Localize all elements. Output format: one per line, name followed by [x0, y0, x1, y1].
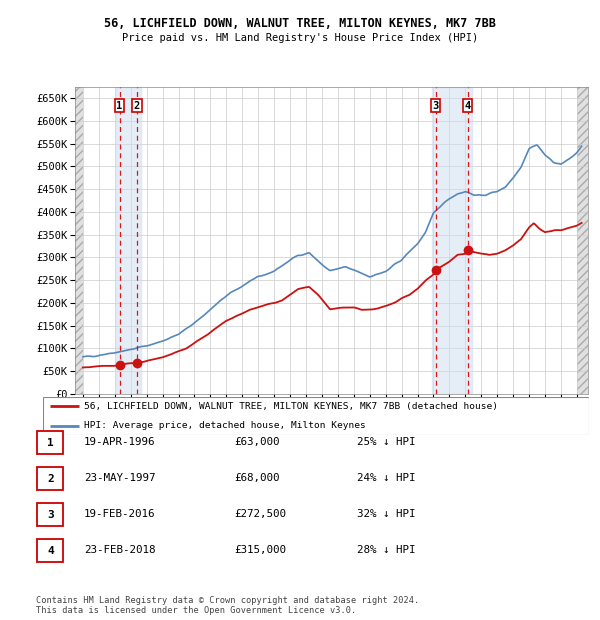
Bar	[116, 87, 141, 394]
FancyBboxPatch shape	[37, 539, 64, 562]
Bar	[75, 87, 83, 394]
FancyBboxPatch shape	[37, 431, 64, 454]
Text: 4: 4	[47, 546, 54, 556]
Text: 56, LICHFIELD DOWN, WALNUT TREE, MILTON KEYNES, MK7 7BB: 56, LICHFIELD DOWN, WALNUT TREE, MILTON …	[104, 17, 496, 30]
FancyBboxPatch shape	[37, 503, 64, 526]
FancyBboxPatch shape	[37, 467, 64, 490]
Text: 19-FEB-2016: 19-FEB-2016	[84, 509, 155, 519]
Bar	[432, 87, 472, 394]
Text: 3: 3	[47, 510, 54, 520]
Text: 56, LICHFIELD DOWN, WALNUT TREE, MILTON KEYNES, MK7 7BB (detached house): 56, LICHFIELD DOWN, WALNUT TREE, MILTON …	[84, 402, 498, 411]
Text: 23-FEB-2018: 23-FEB-2018	[84, 545, 155, 555]
Text: £68,000: £68,000	[234, 473, 280, 483]
Text: 1: 1	[47, 438, 54, 448]
Text: 24% ↓ HPI: 24% ↓ HPI	[357, 473, 415, 483]
Text: Contains HM Land Registry data © Crown copyright and database right 2024.
This d: Contains HM Land Registry data © Crown c…	[36, 596, 419, 615]
Bar	[577, 87, 588, 394]
Text: HPI: Average price, detached house, Milton Keynes: HPI: Average price, detached house, Milt…	[84, 421, 366, 430]
Text: 19-APR-1996: 19-APR-1996	[84, 437, 155, 447]
Text: 1: 1	[116, 100, 123, 110]
Text: Price paid vs. HM Land Registry's House Price Index (HPI): Price paid vs. HM Land Registry's House …	[122, 33, 478, 43]
FancyBboxPatch shape	[43, 397, 589, 435]
Text: 4: 4	[464, 100, 471, 110]
Text: 2: 2	[134, 100, 140, 110]
Text: 32% ↓ HPI: 32% ↓ HPI	[357, 509, 415, 519]
Text: 28% ↓ HPI: 28% ↓ HPI	[357, 545, 415, 555]
Text: 3: 3	[433, 100, 439, 110]
Text: £63,000: £63,000	[234, 437, 280, 447]
Text: £315,000: £315,000	[234, 545, 286, 555]
Text: £272,500: £272,500	[234, 509, 286, 519]
Text: 23-MAY-1997: 23-MAY-1997	[84, 473, 155, 483]
Text: 2: 2	[47, 474, 54, 484]
Text: 25% ↓ HPI: 25% ↓ HPI	[357, 437, 415, 447]
